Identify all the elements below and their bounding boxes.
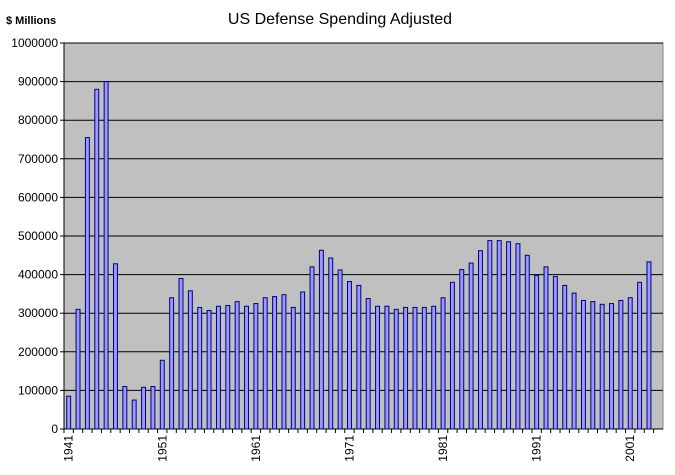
bar-1983: [459, 269, 465, 430]
bar-1993: [552, 276, 558, 430]
bar-1981: [440, 297, 446, 430]
bar-2000: [618, 299, 624, 430]
bar-1970: [337, 269, 343, 430]
y-tick-label: 900000: [18, 75, 58, 89]
bar-1945: [103, 81, 109, 430]
bar-1950: [150, 386, 156, 430]
y-tick-label: 1000000: [11, 36, 58, 50]
bar-1952: [169, 297, 175, 430]
bar-1954: [187, 290, 193, 430]
bar-1964: [281, 294, 287, 430]
bar-1974: [375, 305, 381, 430]
bar-1960: [244, 305, 249, 430]
chart-title: US Defense Spending Adjusted: [228, 11, 452, 28]
bar-1985: [478, 250, 483, 430]
bar-1962: [262, 297, 268, 430]
x-tick-label: 1981: [436, 435, 450, 462]
y-tick-labels: 0 100000 200000 300000 400000 500000 600000 700…: [11, 36, 58, 436]
x-tick-label: 1961: [249, 435, 263, 462]
bar-1955: [197, 306, 203, 430]
bar-1982: [449, 281, 455, 430]
bar-2002: [637, 281, 643, 430]
bar-1979: [421, 306, 427, 430]
bar-1990: [524, 254, 530, 430]
bar-1989: [515, 243, 521, 430]
bar-1987: [496, 240, 502, 430]
y-tick-label: 300000: [18, 306, 58, 320]
y-tick-label: 500000: [18, 229, 58, 243]
x-tick-label: 2001: [623, 435, 637, 462]
bar-1958: [225, 304, 231, 430]
bar-1976: [393, 308, 399, 430]
bar-1942: [75, 308, 81, 430]
bar-1973: [365, 298, 371, 430]
y-tick-label: 100000: [18, 383, 58, 397]
bar-1943: [84, 137, 90, 430]
bar-1948: [131, 399, 137, 430]
bar-1941: [66, 395, 72, 430]
y-tick-label: 800000: [18, 113, 58, 127]
bar-1971: [346, 281, 352, 430]
bar-1963: [272, 296, 278, 430]
bar-1953: [178, 277, 184, 430]
y-tick-label: 400000: [18, 268, 58, 282]
bar-2001: [627, 297, 633, 430]
bar-1944: [94, 88, 100, 430]
bar-2003: [646, 261, 652, 430]
bar-1998: [599, 303, 605, 430]
bars: [66, 81, 652, 430]
bar-1966: [300, 291, 306, 430]
y-tick-label: 700000: [18, 152, 58, 166]
bar-1999: [609, 303, 614, 430]
bar-1951: [159, 359, 165, 430]
bar-1991: [534, 274, 540, 430]
bar-1988: [506, 241, 512, 430]
bar-1965: [290, 306, 296, 430]
bar-1957: [215, 305, 221, 430]
bar-1995: [571, 292, 577, 430]
bar-1947: [122, 386, 128, 430]
bar-1975: [384, 305, 390, 430]
bar-1968: [318, 249, 324, 430]
bar-1986: [487, 240, 493, 430]
bar-1972: [356, 284, 362, 430]
bar-1984: [468, 262, 474, 430]
y-tick-label: 0: [51, 422, 58, 436]
bar-1978: [412, 306, 418, 430]
bar-1977: [403, 306, 409, 430]
bar-1967: [309, 266, 315, 430]
x-tick-label: 1991: [530, 435, 544, 462]
bar-1949: [141, 386, 147, 430]
bar-1959: [234, 301, 240, 430]
x-tick-label: 1941: [62, 435, 76, 462]
x-tick-label: 1971: [342, 435, 356, 462]
bar-1969: [328, 257, 334, 430]
bar-1994: [562, 284, 568, 430]
y-tick-label: 600000: [18, 190, 58, 204]
bar-1961: [253, 303, 259, 430]
x-tick-labels: 1941 1951 1961 1971 1981 1991 2001: [62, 435, 638, 462]
x-tick-label: 1951: [155, 435, 169, 462]
y-axis-label: $ Millions: [6, 15, 56, 27]
bar-1992: [543, 266, 549, 430]
bar-1980: [431, 305, 437, 430]
y-tick-label: 200000: [18, 345, 58, 359]
bar-1956: [206, 309, 212, 430]
bar-1997: [590, 301, 596, 430]
bar-1946: [113, 263, 118, 430]
bar-1996: [580, 299, 586, 430]
